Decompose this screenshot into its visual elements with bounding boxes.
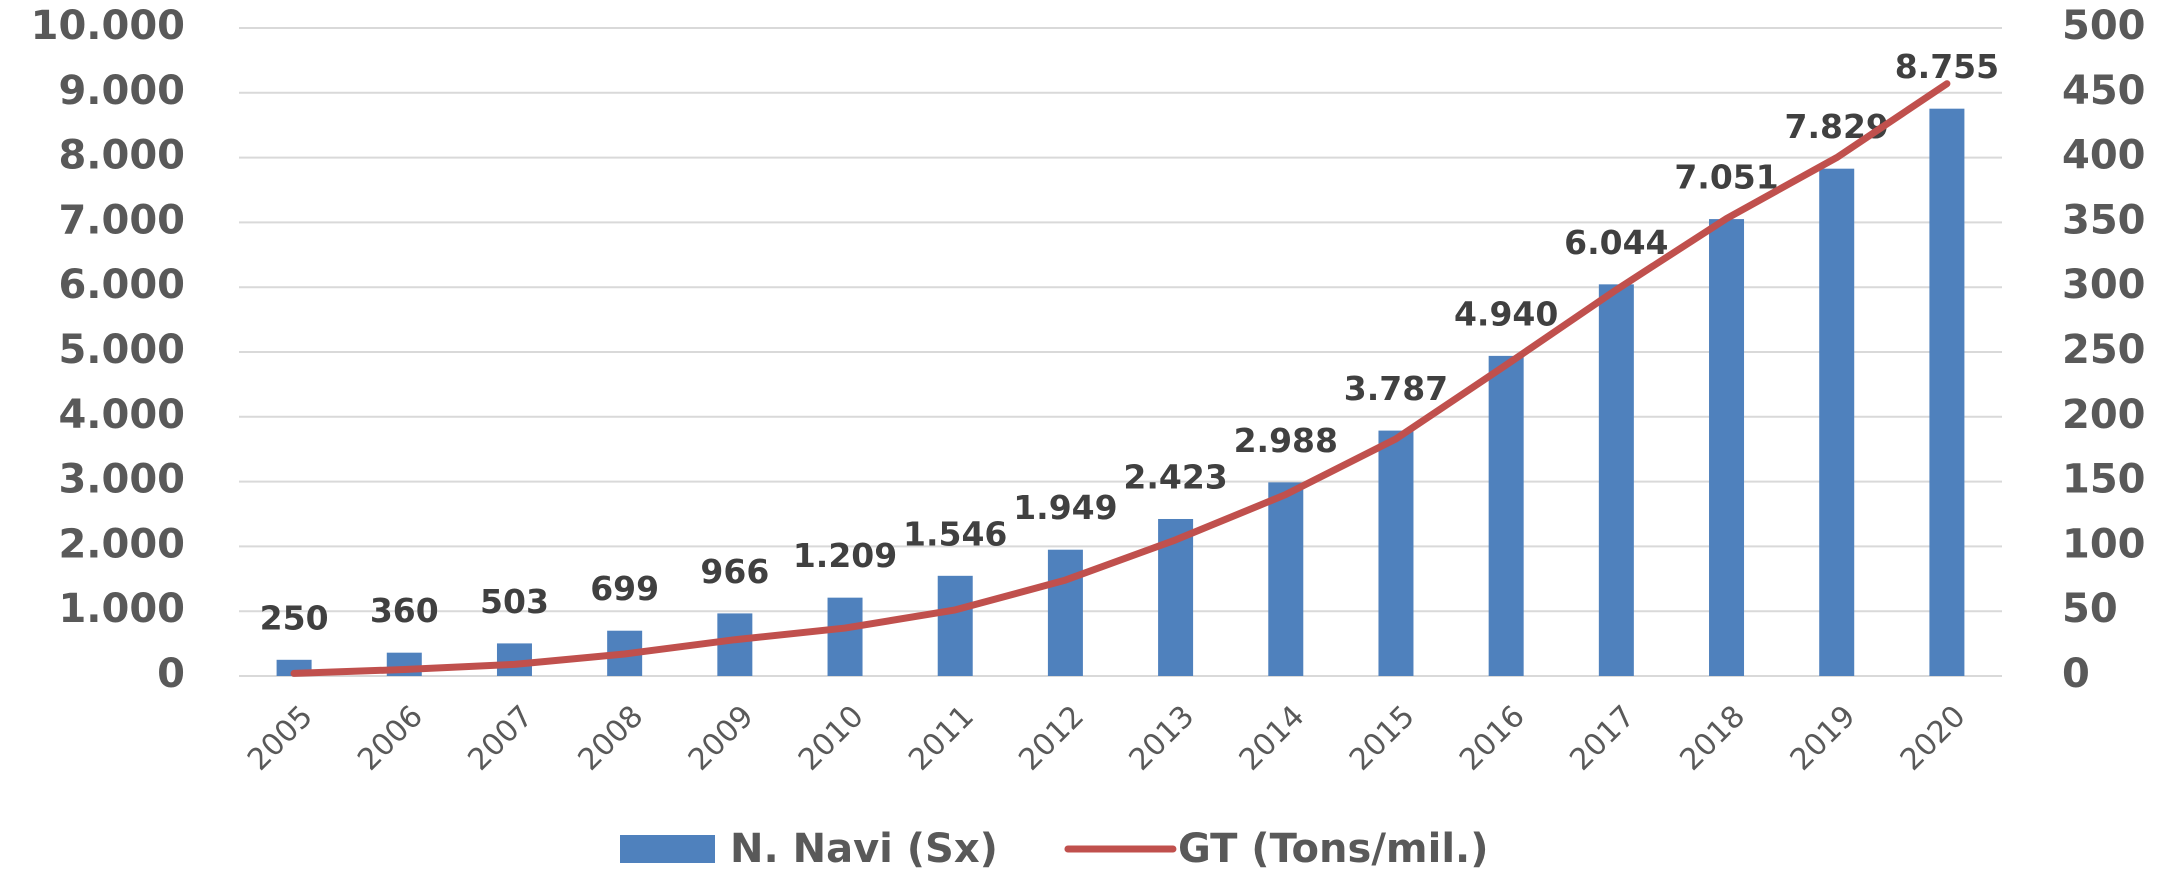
y2-tick-label: 100 xyxy=(2062,521,2146,567)
legend-label: N. Navi (Sx) xyxy=(730,826,998,872)
x-tick-label: 2018 xyxy=(1673,699,1752,778)
value-label: 1.209 xyxy=(793,536,897,575)
x-tick-label: 2015 xyxy=(1343,699,1422,778)
x-tick-label: 2009 xyxy=(682,699,761,778)
x-tick-label: 2008 xyxy=(572,699,651,778)
x-tick-label: 2020 xyxy=(1894,699,1973,778)
legend-label: GT (Tons/mil.) xyxy=(1178,826,1489,872)
x-tick-label: 2013 xyxy=(1123,699,1202,778)
y-tick-label: 8.000 xyxy=(58,133,185,179)
value-label: 6.044 xyxy=(1564,223,1668,262)
x-tick-label: 2019 xyxy=(1784,699,1863,778)
y-tick-label: 6.000 xyxy=(58,262,185,308)
y2-tick-label: 300 xyxy=(2062,262,2146,308)
y2-tick-label: 50 xyxy=(2062,586,2118,632)
y-tick-label: 0 xyxy=(157,651,185,697)
bar xyxy=(1268,482,1304,676)
value-label: 250 xyxy=(260,598,329,637)
x-tick-label: 2017 xyxy=(1563,699,1642,778)
value-label: 966 xyxy=(700,552,769,591)
value-label: 2.423 xyxy=(1123,457,1227,496)
y2-tick-label: 250 xyxy=(2062,327,2146,373)
y-tick-label: 9.000 xyxy=(58,68,185,114)
y-tick-label: 5.000 xyxy=(58,327,185,373)
x-tick-label: 2014 xyxy=(1233,699,1312,778)
x-tick-label: 2012 xyxy=(1012,699,1091,778)
y-tick-label: 3.000 xyxy=(58,457,185,503)
y2-tick-label: 200 xyxy=(2062,392,2146,438)
value-label: 4.940 xyxy=(1454,294,1558,333)
bar xyxy=(937,575,973,676)
legend-swatch xyxy=(620,835,715,863)
x-tick-label: 2011 xyxy=(902,699,981,778)
value-label: 3.787 xyxy=(1344,369,1448,408)
bar xyxy=(1929,108,1965,676)
y2-tick-label: 500 xyxy=(2062,3,2146,49)
x-tick-label: 2016 xyxy=(1453,699,1532,778)
bar xyxy=(1709,219,1745,676)
bar xyxy=(1047,549,1083,676)
value-label: 2.988 xyxy=(1234,421,1338,460)
y2-tick-label: 150 xyxy=(2062,457,2146,503)
bar xyxy=(1488,355,1524,676)
value-label: 699 xyxy=(590,569,659,608)
bar xyxy=(496,643,532,676)
value-label: 360 xyxy=(370,591,439,630)
y-tick-label: 2.000 xyxy=(58,521,185,567)
bar xyxy=(1598,284,1634,676)
y2-tick-label: 400 xyxy=(2062,133,2146,179)
bar xyxy=(1378,430,1414,676)
value-label: 7.829 xyxy=(1785,107,1889,146)
x-tick-label: 2007 xyxy=(461,699,540,778)
value-label: 503 xyxy=(480,582,549,621)
value-label: 8.755 xyxy=(1895,47,1999,86)
line xyxy=(290,80,1951,677)
value-label: 1.546 xyxy=(903,514,1007,553)
bar xyxy=(827,597,863,676)
x-tick-label: 2010 xyxy=(792,699,871,778)
y-tick-label: 10.000 xyxy=(31,3,185,49)
y-tick-label: 1.000 xyxy=(58,586,185,632)
value-label: 7.051 xyxy=(1674,158,1778,197)
y-tick-label: 4.000 xyxy=(58,392,185,438)
y2-tick-label: 350 xyxy=(2062,197,2146,243)
y2-tick-label: 450 xyxy=(2062,68,2146,114)
value-label: 1.949 xyxy=(1013,488,1117,527)
y2-tick-label: 0 xyxy=(2062,651,2090,697)
y-tick-label: 7.000 xyxy=(58,197,185,243)
x-tick-label: 2006 xyxy=(351,699,430,778)
x-tick-label: 2005 xyxy=(241,699,320,778)
bar xyxy=(1819,168,1855,677)
